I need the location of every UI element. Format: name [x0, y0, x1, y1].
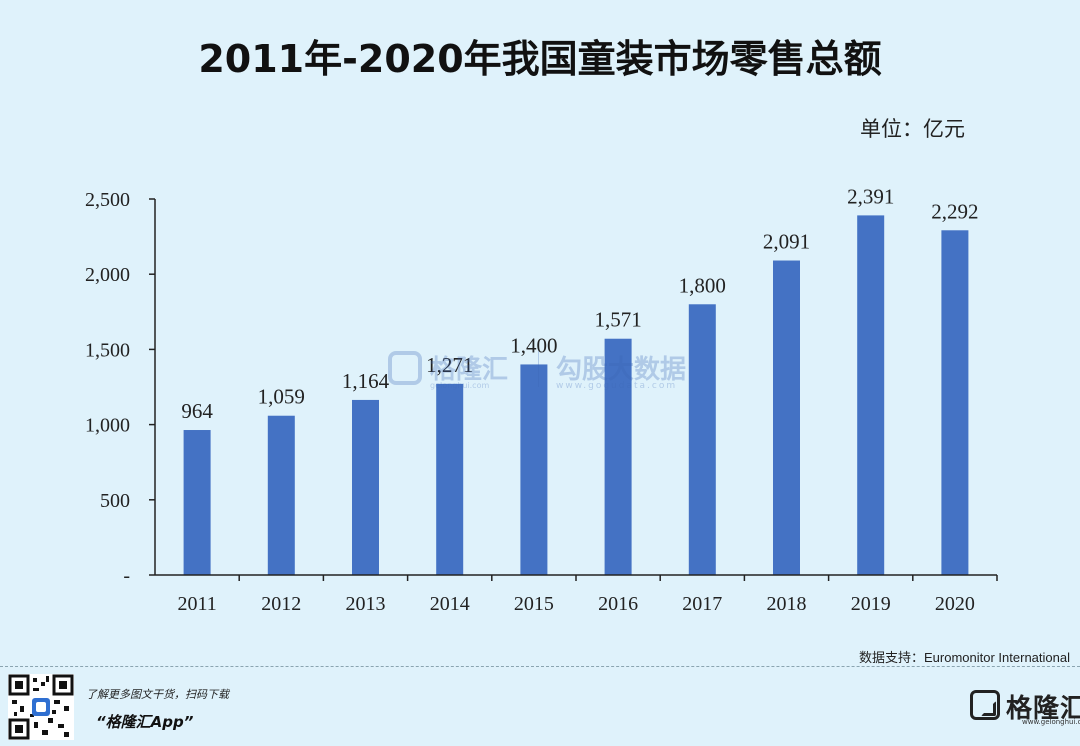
- x-tick-label-2020: 2020: [935, 593, 975, 615]
- watermark-name-1: 格隆汇: [430, 355, 509, 385]
- value-label-2014: 1,271: [426, 353, 473, 377]
- y-tick-label: -: [123, 565, 130, 587]
- bar-2020: [941, 230, 969, 575]
- chart-title: 2011年-2020年我国童装市场零售总额: [198, 37, 882, 81]
- x-tick-label-2013: 2013: [346, 593, 386, 615]
- footer-app-name: “格隆汇App”: [96, 713, 194, 731]
- y-axis: - 500 1,000 1,500 2,000 2,500: [85, 189, 156, 587]
- y-tick-label: 1,000: [85, 415, 130, 437]
- value-label-2013: 1,164: [342, 369, 390, 393]
- brand-logo: 格隆汇 www.gelonghui.com: [970, 688, 1080, 726]
- bar-2016: [604, 338, 632, 575]
- x-axis: 2011 2012 2013 2014 2015 2016 2017 2018 2019 2020: [155, 574, 998, 615]
- footer-promo-text: 了解更多图文干货，扫码下载: [86, 688, 229, 701]
- value-label-2017: 1,800: [679, 273, 726, 297]
- bar-2019: [857, 215, 885, 575]
- unit-label: 单位：亿元: [860, 117, 965, 141]
- x-tick-label-2012: 2012: [261, 593, 301, 615]
- value-label-2018: 2,091: [763, 230, 810, 254]
- data-source: 数据支持：Euromonitor International: [859, 650, 1070, 665]
- watermark-separator: [538, 351, 539, 387]
- value-label-2011: 964: [181, 399, 213, 423]
- footer-divider: [0, 666, 1080, 667]
- bar-2017: [688, 304, 716, 575]
- bar-2011: [183, 430, 211, 575]
- bar-2015: [520, 364, 548, 575]
- watermark: 格隆汇 gelonghui.com 勾股大数据 www.gogudata.com: [388, 345, 698, 395]
- x-tick-label-2011: 2011: [177, 593, 216, 615]
- y-tick-label: 500: [100, 490, 130, 512]
- bar-2018: [773, 260, 800, 575]
- x-tick-label-2017: 2017: [682, 593, 722, 615]
- y-tick-label: 2,000: [85, 264, 130, 286]
- value-label-2012: 1,059: [258, 385, 305, 409]
- bar-2012: [267, 415, 295, 575]
- bar-2014: [436, 383, 464, 575]
- bar-chart: 964 1,059 1,164 1,271 1,400 1,571 1,800 2,091 2,…: [85, 184, 998, 615]
- brand-url: www.gelonghui.com: [1022, 718, 1080, 726]
- value-labels-group: 964 1,059 1,164 1,271 1,400 1,571 1,800 2,091 2,…: [181, 184, 978, 423]
- watermark-url-2: www.gogudata.com: [556, 381, 678, 391]
- qr-code: [8, 674, 74, 740]
- bar-2013: [352, 399, 379, 575]
- value-label-2019: 2,391: [847, 184, 894, 208]
- brand-name: 格隆汇: [1006, 694, 1080, 724]
- value-label-2015: 1,400: [510, 333, 557, 357]
- y-tick-label: 2,500: [85, 189, 130, 211]
- brand-g-icon: [970, 690, 1000, 720]
- x-tick-label-2018: 2018: [767, 593, 807, 615]
- value-label-2020: 2,292: [931, 199, 978, 223]
- watermark-url-1: gelonghui.com: [430, 381, 490, 390]
- x-tick-label-2019: 2019: [851, 593, 891, 615]
- x-tick-label-2015: 2015: [514, 593, 554, 615]
- watermark-name-2: 勾股大数据: [556, 355, 687, 385]
- x-tick-label-2014: 2014: [430, 593, 470, 615]
- watermark-logo-icon: [388, 351, 422, 385]
- bars-group: [183, 215, 969, 575]
- y-tick-label: 1,500: [85, 339, 130, 361]
- x-tick-label-2016: 2016: [598, 593, 638, 615]
- value-label-2016: 1,571: [594, 308, 641, 332]
